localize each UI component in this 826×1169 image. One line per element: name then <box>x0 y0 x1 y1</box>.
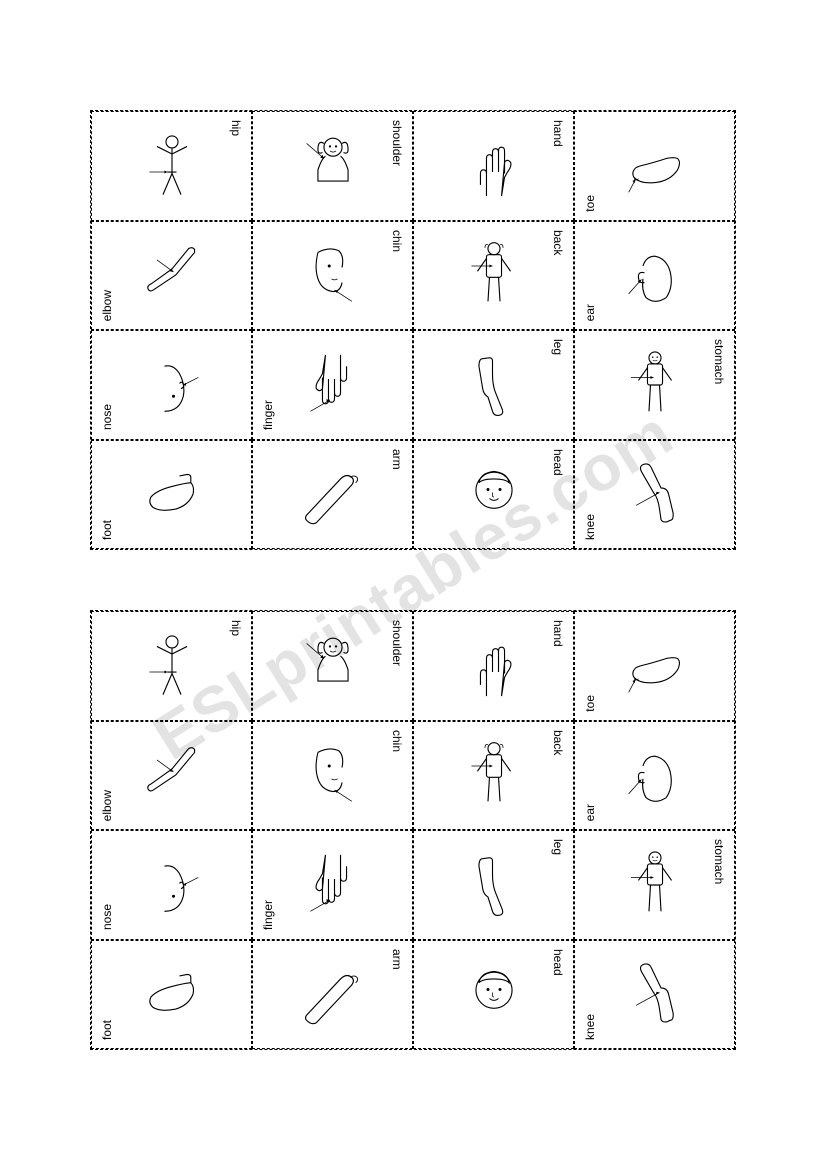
vocab-card: hip <box>91 611 252 721</box>
card-label: toe <box>583 695 597 712</box>
vocab-card: nose <box>91 830 252 940</box>
card-label: elbow <box>100 790 114 821</box>
face-nose-icon <box>116 347 227 422</box>
card-label: knee <box>583 1014 597 1040</box>
card-label: nose <box>100 404 114 430</box>
card-label: shoulder <box>390 620 404 666</box>
face-chin-icon <box>277 738 388 813</box>
arm-icon <box>277 957 388 1032</box>
face-nose-icon <box>116 847 227 922</box>
face-ear-icon <box>599 238 710 313</box>
card-label: toe <box>583 195 597 212</box>
hand-icon <box>438 128 549 203</box>
vocab-card: back <box>413 221 574 331</box>
girl-shoulder-icon <box>277 128 388 203</box>
card-label: hip <box>229 620 243 636</box>
vocab-card: toe <box>574 611 735 721</box>
vocab-card: foot <box>91 440 252 550</box>
foot-icon <box>116 957 227 1032</box>
vocab-card: ear <box>574 721 735 831</box>
vocab-card: stomach <box>574 330 735 440</box>
person-full-icon <box>116 128 227 203</box>
vocab-card: shoulder <box>252 111 413 221</box>
hand-finger-icon <box>277 347 388 422</box>
card-label: finger <box>261 900 275 930</box>
vocab-card: arm <box>252 940 413 1050</box>
card-label: shoulder <box>390 120 404 166</box>
face-chin-icon <box>277 238 388 313</box>
vocab-card: head <box>413 940 574 1050</box>
vocab-card: arm <box>252 440 413 550</box>
vocab-card: finger <box>252 830 413 940</box>
card-label: chin <box>390 730 404 752</box>
card-label: ear <box>583 804 597 821</box>
vocab-card: elbow <box>91 221 252 331</box>
card-label: foot <box>100 520 114 540</box>
vocab-card: hip <box>91 111 252 221</box>
card-label: hand <box>551 120 565 147</box>
hand-icon <box>438 628 549 703</box>
card-label: stomach <box>712 839 726 884</box>
boy-back-icon <box>438 238 549 313</box>
card-label: elbow <box>100 290 114 321</box>
card-label: head <box>551 949 565 976</box>
card-label: leg <box>551 339 565 355</box>
vocab-card: chin <box>252 221 413 331</box>
card-grid-section: hip shoulder hand toe elbow chin back ear nose fi… <box>90 110 736 550</box>
vocab-card: finger <box>252 330 413 440</box>
card-label: back <box>551 730 565 755</box>
vocab-card: nose <box>91 330 252 440</box>
card-label: arm <box>390 949 404 970</box>
leg-icon <box>438 847 549 922</box>
person-full-icon <box>116 628 227 703</box>
vocab-card: knee <box>574 940 735 1050</box>
arm-elbow-icon <box>116 238 227 313</box>
card-label: ear <box>583 304 597 321</box>
hand-finger-icon <box>277 847 388 922</box>
boy-stomach-icon <box>599 847 710 922</box>
card-grid-section: hip shoulder hand toe elbow chin back ear nose fi… <box>90 610 736 1050</box>
boy-head-icon <box>438 457 549 532</box>
boy-stomach-icon <box>599 347 710 422</box>
vocab-card: head <box>413 440 574 550</box>
leg-knee-icon <box>599 457 710 532</box>
arm-icon <box>277 457 388 532</box>
card-label: chin <box>390 230 404 252</box>
vocab-card: ear <box>574 221 735 331</box>
foot-toe-icon <box>599 628 710 703</box>
arm-elbow-icon <box>116 738 227 813</box>
leg-icon <box>438 347 549 422</box>
card-label: stomach <box>712 339 726 384</box>
vocab-card: knee <box>574 440 735 550</box>
vocab-card: leg <box>413 830 574 940</box>
face-ear-icon <box>599 738 710 813</box>
card-label: hand <box>551 620 565 647</box>
vocab-card: chin <box>252 721 413 831</box>
vocab-card: elbow <box>91 721 252 831</box>
foot-toe-icon <box>599 128 710 203</box>
vocab-card: shoulder <box>252 611 413 721</box>
vocab-card: hand <box>413 111 574 221</box>
card-label: nose <box>100 904 114 930</box>
card-label: leg <box>551 839 565 855</box>
card-label: knee <box>583 514 597 540</box>
card-label: head <box>551 449 565 476</box>
card-label: back <box>551 230 565 255</box>
card-label: foot <box>100 1020 114 1040</box>
card-label: finger <box>261 400 275 430</box>
vocab-card: leg <box>413 330 574 440</box>
worksheet-container: hip shoulder hand toe elbow chin back ear nose fi… <box>90 110 736 1050</box>
boy-back-icon <box>438 738 549 813</box>
card-label: arm <box>390 449 404 470</box>
card-label: hip <box>229 120 243 136</box>
vocab-card: foot <box>91 940 252 1050</box>
vocab-card: toe <box>574 111 735 221</box>
vocab-card: hand <box>413 611 574 721</box>
vocab-card: back <box>413 721 574 831</box>
girl-shoulder-icon <box>277 628 388 703</box>
leg-knee-icon <box>599 957 710 1032</box>
foot-icon <box>116 457 227 532</box>
vocab-card: stomach <box>574 830 735 940</box>
boy-head-icon <box>438 957 549 1032</box>
